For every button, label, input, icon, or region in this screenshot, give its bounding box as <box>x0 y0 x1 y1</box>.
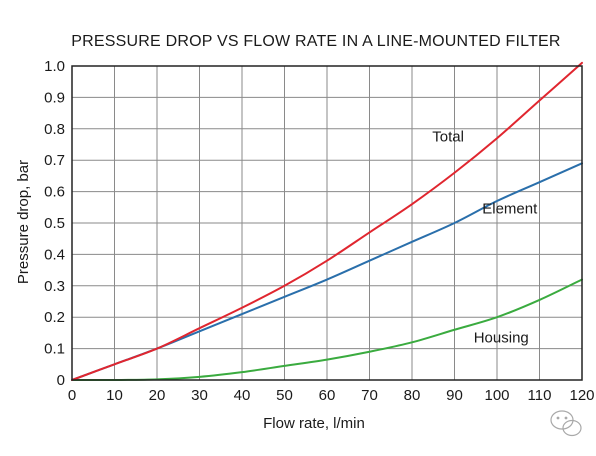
y-tick-label: 0.8 <box>44 121 65 138</box>
x-tick-label: 90 <box>446 387 463 404</box>
x-tick-label: 120 <box>569 387 594 404</box>
wechat-watermark-icon <box>550 410 582 437</box>
x-tick-label: 60 <box>319 387 336 404</box>
x-tick-label: 70 <box>361 387 378 404</box>
y-axis-ticks: 0 0.1 0.2 0.3 0.4 0.5 0.6 0.7 0.8 0.9 1.0 <box>44 58 65 389</box>
series-labels: Housing Element Total <box>432 128 538 346</box>
y-tick-label: 0.5 <box>44 215 65 232</box>
y-tick-label: 0 <box>57 372 65 389</box>
y-tick-label: 0.9 <box>44 89 65 106</box>
y-tick-label: 0.3 <box>44 278 65 295</box>
series-line-total <box>71 61 583 381</box>
x-axis-ticks: 0 10 20 30 40 50 60 70 80 90 100 110 120 <box>68 387 595 404</box>
y-axis-label: Pressure drop, bar <box>15 160 32 284</box>
series-label-element: Element <box>482 201 538 218</box>
x-tick-label: 20 <box>149 387 166 404</box>
chart-title: PRESSURE DROP VS FLOW RATE IN A LINE-MOU… <box>71 33 560 50</box>
x-tick-label: 50 <box>276 387 293 404</box>
y-tick-label: 1.0 <box>44 58 65 75</box>
plot-area-border <box>71 65 583 381</box>
y-tick-label: 0.2 <box>44 309 65 326</box>
x-tick-label: 110 <box>528 387 552 404</box>
x-tick-label: 10 <box>106 387 123 404</box>
x-tick-label: 0 <box>68 387 76 404</box>
x-tick-label: 80 <box>404 387 421 404</box>
x-tick-label: 100 <box>484 387 509 404</box>
x-tick-label: 40 <box>234 387 251 404</box>
y-tick-label: 0.4 <box>44 246 65 263</box>
series-label-total: Total <box>432 128 464 145</box>
y-tick-label: 0.1 <box>44 341 65 358</box>
x-tick-label: 30 <box>191 387 208 404</box>
y-tick-label: 0.7 <box>44 152 65 169</box>
series-label-housing: Housing <box>474 329 529 346</box>
y-tick-label: 0.6 <box>44 184 65 201</box>
x-axis-label: Flow rate, l/min <box>263 415 365 432</box>
